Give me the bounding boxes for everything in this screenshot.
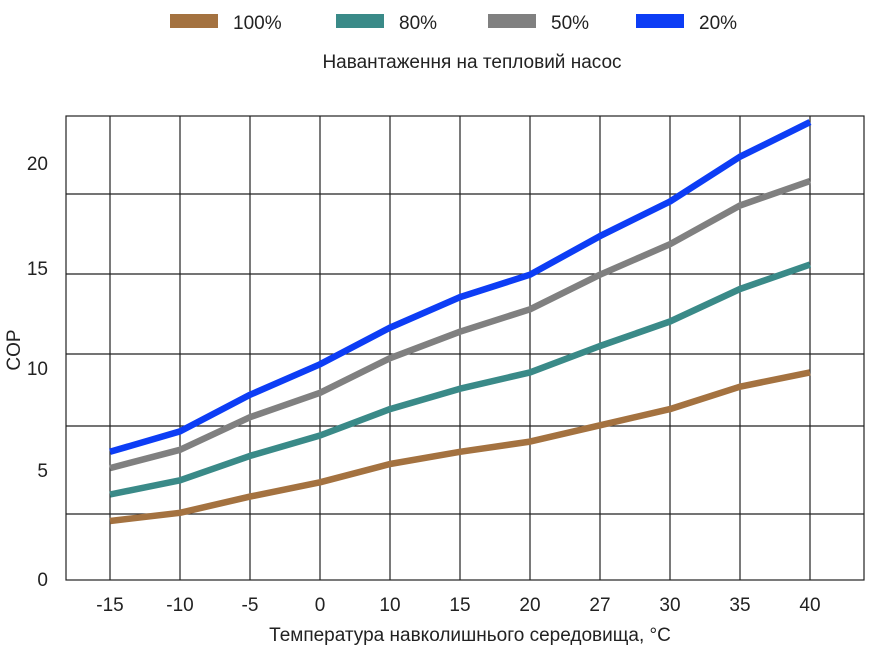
x-tick-label: -15 xyxy=(96,595,123,616)
x-tick-label: 20 xyxy=(519,595,540,616)
series-line-50pct xyxy=(109,178,812,472)
x-tick-label: -10 xyxy=(166,595,193,616)
legend-swatch xyxy=(170,14,218,28)
y-tick-label: 20 xyxy=(27,154,48,175)
legend-item-100pct: 100% xyxy=(170,13,282,34)
x-tick-label: 35 xyxy=(729,595,750,616)
legend-swatch xyxy=(336,14,384,28)
legend-item-80pct: 80% xyxy=(336,13,437,34)
x-tick-label: -5 xyxy=(242,595,259,616)
legend-label: 80% xyxy=(399,13,437,34)
y-tick-label: 5 xyxy=(37,461,48,482)
plot-frame xyxy=(65,115,865,581)
y-tick-label: 15 xyxy=(27,259,48,280)
plot-area xyxy=(65,115,865,581)
y-tick-label: 0 xyxy=(37,570,48,591)
x-tick-label: 15 xyxy=(449,595,470,616)
x-axis-ticks: -15 -10 -5 0 10 15 20 27 30 35 40 xyxy=(96,595,820,616)
legend-item-20pct: 20% xyxy=(636,13,737,34)
legend-swatch xyxy=(488,14,536,28)
legend-label: 20% xyxy=(699,13,737,34)
legend-swatch xyxy=(636,14,684,28)
series-layer xyxy=(109,119,812,525)
grid xyxy=(66,116,864,580)
legend-item-50pct: 50% xyxy=(488,13,589,34)
x-tick-label: 0 xyxy=(315,595,326,616)
legend-label: 100% xyxy=(233,13,282,34)
series-line-20pct xyxy=(109,119,812,455)
series-line-100pct xyxy=(109,369,811,525)
x-tick-label: 30 xyxy=(659,595,680,616)
y-axis-ticks: 0 5 10 15 20 xyxy=(27,154,48,591)
y-axis-title: COP xyxy=(4,329,25,370)
x-tick-label: 40 xyxy=(799,595,820,616)
x-tick-label: 10 xyxy=(379,595,400,616)
x-axis-title: Температура навколишнього середовища, °C xyxy=(269,625,671,646)
legend-label: 50% xyxy=(551,13,589,34)
legend-title: Навантаження на тепловий насос xyxy=(322,52,621,73)
series-line-80pct xyxy=(109,261,812,498)
y-tick-label: 10 xyxy=(27,359,48,380)
x-tick-label: 27 xyxy=(589,595,610,616)
legend: 100% 80% 50% 20% xyxy=(170,13,737,34)
